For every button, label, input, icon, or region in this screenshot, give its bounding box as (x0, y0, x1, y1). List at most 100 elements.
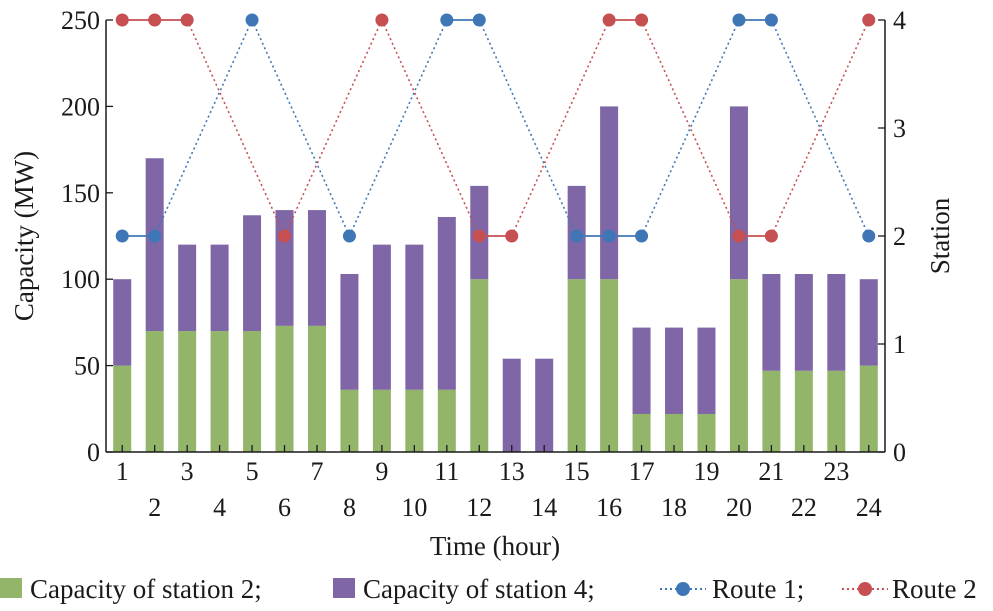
route-1-point-hour-15 (570, 229, 584, 243)
bar-station-4-hour-14 (535, 358, 554, 452)
x-tick-label: 16 (596, 493, 622, 522)
x-tick-label: 18 (661, 493, 687, 522)
legend-swatch-route-1 (660, 582, 706, 596)
route-1-point-hour-24 (862, 229, 876, 243)
x-tick-label: 1 (116, 457, 129, 486)
bar-station-4-hour-22 (794, 274, 813, 371)
legend-label-station-2: Capacity of station 2; (30, 574, 262, 604)
bar-station-2-hour-17 (632, 413, 651, 452)
bar-station-4-hour-17 (632, 327, 651, 414)
legend-swatch-station-4 (333, 578, 355, 598)
bar-station-2-hour-22 (794, 370, 813, 452)
x-tick-label: 4 (213, 493, 226, 522)
x-tick-label: 24 (856, 493, 882, 522)
x-tick-label: 19 (693, 457, 719, 486)
bar-station-4-hour-6 (275, 210, 294, 326)
route-2-point-hour-17 (635, 13, 649, 27)
bar-station-2-hour-8 (340, 389, 359, 452)
x-tick-label: 14 (531, 493, 557, 522)
bar-station-2-hour-23 (827, 370, 846, 452)
route-2-point-hour-1 (115, 13, 129, 27)
bar-station-4-hour-16 (600, 106, 619, 280)
route-2-segment (510, 19, 610, 237)
bar-station-4-hour-13 (502, 358, 521, 452)
bar-station-2-hour-19 (697, 413, 716, 452)
x-tick-label: 9 (375, 457, 388, 486)
x-axis-title: Time (hour) (430, 531, 560, 561)
bar-station-4-hour-23 (827, 274, 846, 371)
route-2-point-hour-3 (180, 13, 194, 27)
y2-tick-label: 2 (893, 222, 906, 251)
route-2-segment (186, 19, 286, 237)
bar-station-4-hour-9 (372, 244, 391, 390)
bar-station-2-hour-3 (178, 331, 197, 452)
legend: Capacity of station 2; Capacity of stati… (0, 574, 977, 604)
route-1-segment (348, 19, 448, 237)
legend-label-station-4: Capacity of station 4; (363, 574, 595, 604)
bar-station-2-hour-11 (437, 389, 456, 452)
x-tick-label: 20 (726, 493, 752, 522)
bar-station-4-hour-8 (340, 274, 359, 390)
bar-station-2-hour-9 (372, 389, 391, 452)
bar-station-2-hour-18 (665, 413, 684, 452)
bar-station-2-hour-4 (210, 331, 229, 452)
y-tick-label: 50 (74, 352, 100, 381)
ticks-layer: 0501001502002500123412345678910111213141… (61, 6, 906, 522)
route-2-segment (381, 19, 481, 237)
x-tick-label: 11 (434, 457, 459, 486)
bar-station-4-hour-21 (762, 274, 781, 371)
bar-station-2-hour-16 (600, 279, 619, 452)
bar-station-4-hour-2 (145, 158, 164, 332)
x-tick-label: 12 (466, 493, 492, 522)
bar-station-4-hour-10 (405, 244, 424, 390)
legend-swatch-station-2 (0, 578, 22, 598)
bars-layer (113, 106, 878, 452)
bar-station-2-hour-10 (405, 389, 424, 452)
bar-station-2-hour-5 (243, 331, 262, 452)
route-1-point-hour-12 (472, 13, 486, 27)
y-tick-label: 100 (61, 265, 100, 294)
x-tick-label: 17 (629, 457, 655, 486)
route-1-point-hour-8 (342, 229, 356, 243)
bar-station-4-hour-3 (178, 244, 197, 332)
route-1-point-hour-1 (115, 229, 129, 243)
bar-station-4-hour-19 (697, 327, 716, 414)
x-tick-label: 13 (499, 457, 525, 486)
x-tick-label: 10 (401, 493, 427, 522)
x-tick-label: 7 (310, 457, 323, 486)
bar-station-2-hour-24 (859, 365, 878, 452)
bar-station-2-hour-12 (470, 279, 489, 452)
bar-station-4-hour-11 (437, 216, 456, 390)
x-tick-label: 23 (823, 457, 849, 486)
route-2-point-hour-12 (472, 229, 486, 243)
route-2-point-hour-13 (505, 229, 519, 243)
bar-station-2-hour-7 (307, 325, 326, 452)
bar-station-2-hour-6 (275, 325, 294, 452)
y2-tick-label: 4 (893, 6, 906, 35)
route-lines-layer (115, 13, 876, 243)
route-2-point-hour-20 (732, 229, 746, 243)
route-2-point-hour-21 (764, 229, 778, 243)
y-tick-label: 150 (61, 179, 100, 208)
route-1-point-hour-16 (602, 229, 616, 243)
x-tick-label: 22 (791, 493, 817, 522)
route-2-point-hour-9 (375, 13, 389, 27)
route-1-segment (153, 19, 253, 237)
route-1-point-hour-17 (635, 229, 649, 243)
x-tick-label: 3 (181, 457, 194, 486)
x-tick-label: 2 (148, 493, 161, 522)
y2-axis-title: Station (925, 197, 955, 274)
bar-station-4-hour-1 (113, 279, 132, 366)
y-axis-title: Capacity (MW) (9, 151, 39, 321)
x-tick-label: 8 (343, 493, 356, 522)
route-1-segment (251, 19, 351, 237)
x-tick-label: 15 (564, 457, 590, 486)
y-tick-label: 250 (61, 6, 100, 35)
legend-label-route-1: Route 1; (712, 574, 804, 604)
route-2-point-hour-24 (862, 13, 876, 27)
x-tick-label: 21 (758, 457, 784, 486)
bar-station-4-hour-7 (307, 210, 326, 326)
bar-station-2-hour-1 (113, 365, 132, 452)
